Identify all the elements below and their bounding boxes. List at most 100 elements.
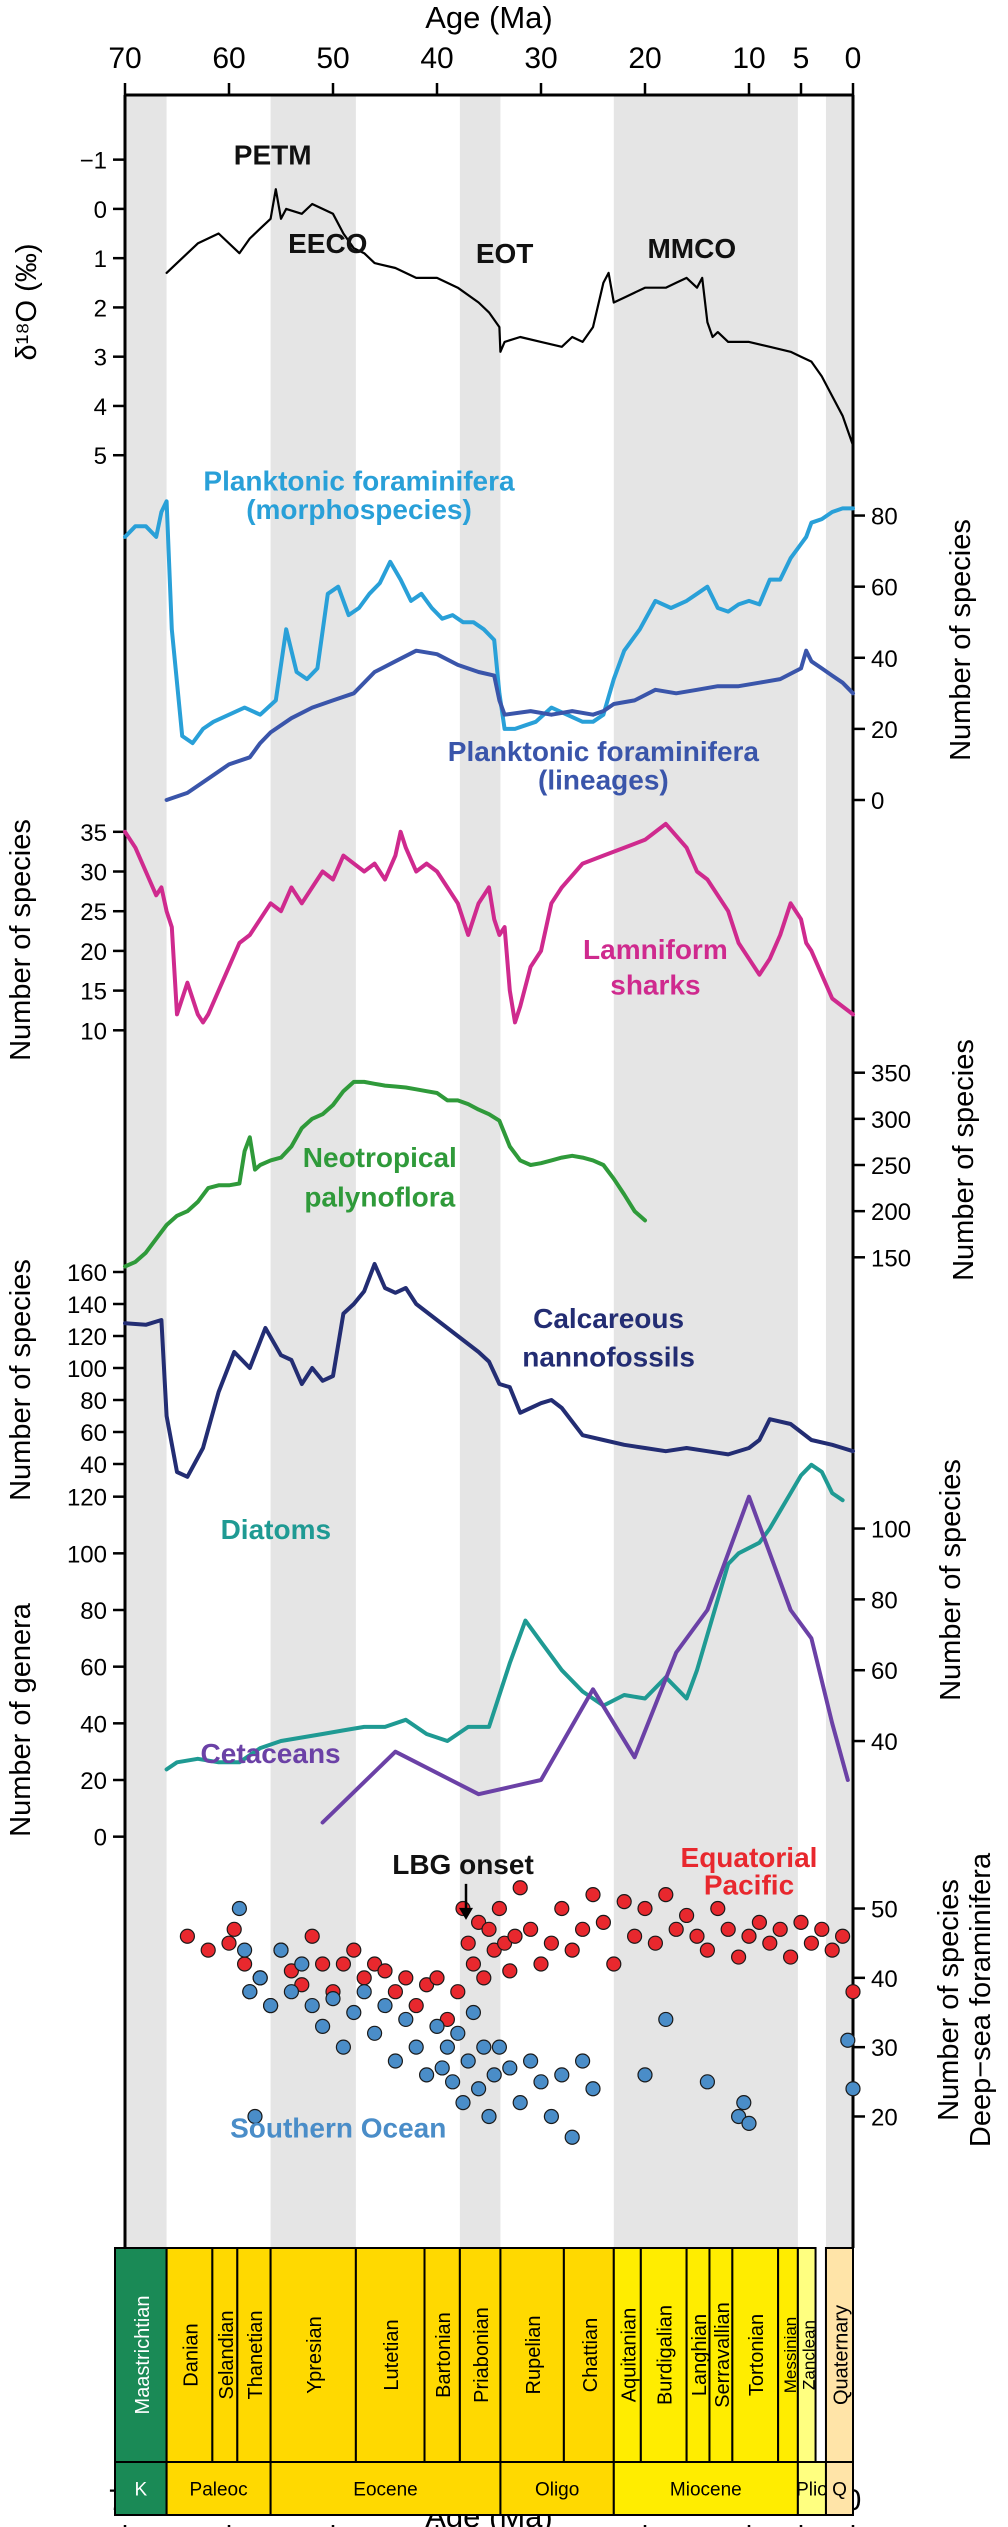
stage-label-9: Chattian	[580, 2318, 602, 2393]
panel-nannofossils: 40 60 80 100 120 140 160 Number of species Calca…	[5, 1259, 855, 1501]
deep_sea_forams-point-1-40	[564, 2129, 580, 2145]
deep_sea_forams-series-1	[231, 1900, 861, 2145]
stage-7	[458, 2247, 502, 2463]
diatoms_cetaceans-series-1-line	[320, 1494, 850, 1825]
deep_sea_forams-point-0-24	[439, 2011, 455, 2028]
deep_sea_forams-point-0-27	[460, 1935, 476, 1951]
deep_sea_forams-point-1-33	[491, 2039, 507, 2055]
d18o-left-tick-label-1: 0	[94, 197, 107, 224]
deep_sea_forams-point-0-65	[803, 1935, 820, 1951]
planktonic-right-tick-label-1: 20	[871, 717, 898, 744]
stage-label-0: Maastrichtian	[132, 2296, 154, 2415]
deep_sea_forams-point-1-5	[263, 1997, 279, 2014]
deep_sea_forams-point-1-43	[637, 2067, 653, 2083]
age-axis-top-tick-label-0: 0	[845, 42, 862, 75]
deep_sea_forams-point-0-21	[408, 1997, 424, 2014]
deep_sea_forams-point-1-6	[273, 1942, 289, 1958]
deep_sea_forams-point-1-36	[522, 2053, 539, 2069]
shaded-band-4	[825, 95, 853, 2248]
deep_sea_forams-point-0-49	[637, 1900, 653, 1917]
epoch-label-1: Paleoc	[190, 2480, 248, 2501]
palynoflora-right-tick-label-4: 350	[871, 1061, 911, 1088]
panel-planktonic: 0 20 40 60 80 Number of species Planktonic for…	[123, 466, 977, 815]
deep_sea_forams-annotation-3: LBG onset	[392, 1849, 534, 1880]
stage-label-13: Serravallian	[712, 2302, 734, 2408]
deep_sea_forams-point-1-9	[304, 1997, 320, 2014]
deep_sea_forams-point-0-56	[710, 1900, 726, 1917]
nannofossils-series-0-line	[123, 1262, 855, 1479]
deep_sea_forams-point-1-24	[445, 2074, 461, 2090]
deep_sea_forams-point-0-30	[476, 1970, 492, 1986]
diatoms_cetaceans-right-tick-label-1: 60	[871, 1658, 898, 1685]
palynoflora-right-tick-label-3: 300	[871, 1107, 911, 1134]
epoch-3	[499, 2461, 615, 2516]
deep_sea_forams-point-0-61	[762, 1935, 778, 1951]
diatoms_cetaceans-left-tick-label-2: 40	[80, 1711, 107, 1738]
epoch-4	[612, 2461, 799, 2516]
deep_sea_forams-right-tick-label-2: 40	[871, 1966, 898, 1993]
planktonic-right-tick-label-0: 0	[871, 788, 884, 815]
deep_sea_forams-point-0-2	[221, 1935, 237, 1951]
deep_sea_forams-point-1-29	[471, 2081, 487, 2097]
epoch-label-6: Q	[832, 2480, 847, 2501]
panel-diatoms_cetaceans: 0 20 40 60 80 100 120 40 60 80 100 Number of genera…	[5, 1459, 967, 1852]
deep_sea_forams-point-0-50	[647, 1935, 664, 1951]
palynoflora-right-tick-label-2: 250	[871, 1153, 911, 1180]
deep_sea_forams-point-0-66	[814, 1921, 830, 1937]
planktonic-annotation-2: Planktonic foraminifera	[448, 736, 760, 767]
stage-label-11: Burdigalian	[655, 2305, 677, 2405]
d18o-left-tick-label-6: 5	[94, 443, 107, 470]
deep_sea_forams-point-1-2	[242, 1984, 258, 2000]
stage-label-6: Bartonian	[433, 2312, 455, 2398]
diatoms_cetaceans-left-tick-label-6: 120	[67, 1485, 107, 1512]
epoch-label-4: Miocene	[670, 2480, 742, 2501]
deep_sea_forams-point-1-44	[658, 2011, 674, 2028]
deep_sea_forams-point-0-10	[294, 1977, 310, 1993]
deep_sea_forams-point-0-54	[689, 1928, 705, 1944]
deep_sea_forams-point-1-7	[283, 1984, 299, 2000]
deep_sea_forams-point-1-45	[699, 2074, 716, 2090]
planktonic-right-tick-label-2: 40	[871, 646, 898, 673]
deep_sea_forams-point-0-28	[465, 1956, 481, 1972]
deep_sea_forams-point-0-32	[486, 1942, 502, 1958]
panel-sharks: 10 15 20 25 30 35 Number of species Lamniform sh…	[5, 819, 855, 1061]
panel-palynoflora: 150 200 250 300 350 Number of species Neotropi…	[123, 1039, 980, 1281]
d18o-left-tick-label-4: 3	[94, 345, 107, 372]
stage-5	[354, 2247, 426, 2463]
stage-label-10: Aquitanian	[618, 2308, 640, 2403]
sharks-left-tick-label-5: 35	[80, 820, 107, 847]
age-axis-top-tick-label-10: 10	[732, 42, 765, 75]
diatoms_cetaceans-left-tick-label-3: 60	[80, 1655, 107, 1682]
deep_sea_forams-point-1-49	[840, 2032, 856, 2048]
age-axis-top-tick-label-20: 20	[628, 42, 661, 75]
deep_sea_forams-point-0-58	[730, 1949, 747, 1965]
deep_sea_forams-point-0-0	[179, 1928, 195, 1944]
sharks-left-tick-label-3: 25	[80, 899, 107, 926]
sharks-annotation-1: sharks	[610, 970, 700, 1001]
epoch-label-2: Eocene	[353, 2480, 417, 2501]
deep_sea_forams-point-1-35	[512, 2095, 528, 2111]
sharks-left-tick-label-0: 10	[80, 1018, 107, 1045]
deep_sea_forams-point-0-67	[824, 1942, 840, 1958]
planktonic-axis-title: Number of species	[945, 519, 977, 761]
deep_sea_forams-annotation-2: Southern Ocean	[230, 2112, 446, 2143]
deep_sea_forams-point-1-28	[465, 2004, 481, 2021]
deep_sea_forams-right-tick-label-0: 20	[871, 2104, 898, 2131]
deep_sea_forams-point-0-43	[574, 1921, 591, 1937]
epoch-label-0: K	[134, 2480, 147, 2501]
diatoms_cetaceans-left-tick-label-5: 100	[67, 1541, 107, 1568]
deep_sea_forams-point-0-3	[226, 1921, 242, 1937]
d18o-annotation-3: MMCO	[647, 233, 736, 264]
deep_sea_forams-point-0-18	[377, 1963, 393, 1979]
epoch-label-3: Oligo	[535, 2480, 579, 2501]
deep_sea_forams-point-1-12	[335, 2039, 351, 2055]
stage-label-17: Quaternary	[830, 2305, 852, 2405]
age-axis-top-tick-label-5: 5	[793, 42, 810, 75]
deep_sea_forams-point-0-41	[554, 1900, 570, 1917]
sharks-left-tick-label-2: 20	[80, 939, 107, 966]
deep_sea_forams-point-0-38	[522, 1921, 539, 1937]
nannofossils-left-tick-label-0: 40	[80, 1452, 107, 1479]
age-axis-top-tick-label-30: 30	[524, 42, 557, 75]
